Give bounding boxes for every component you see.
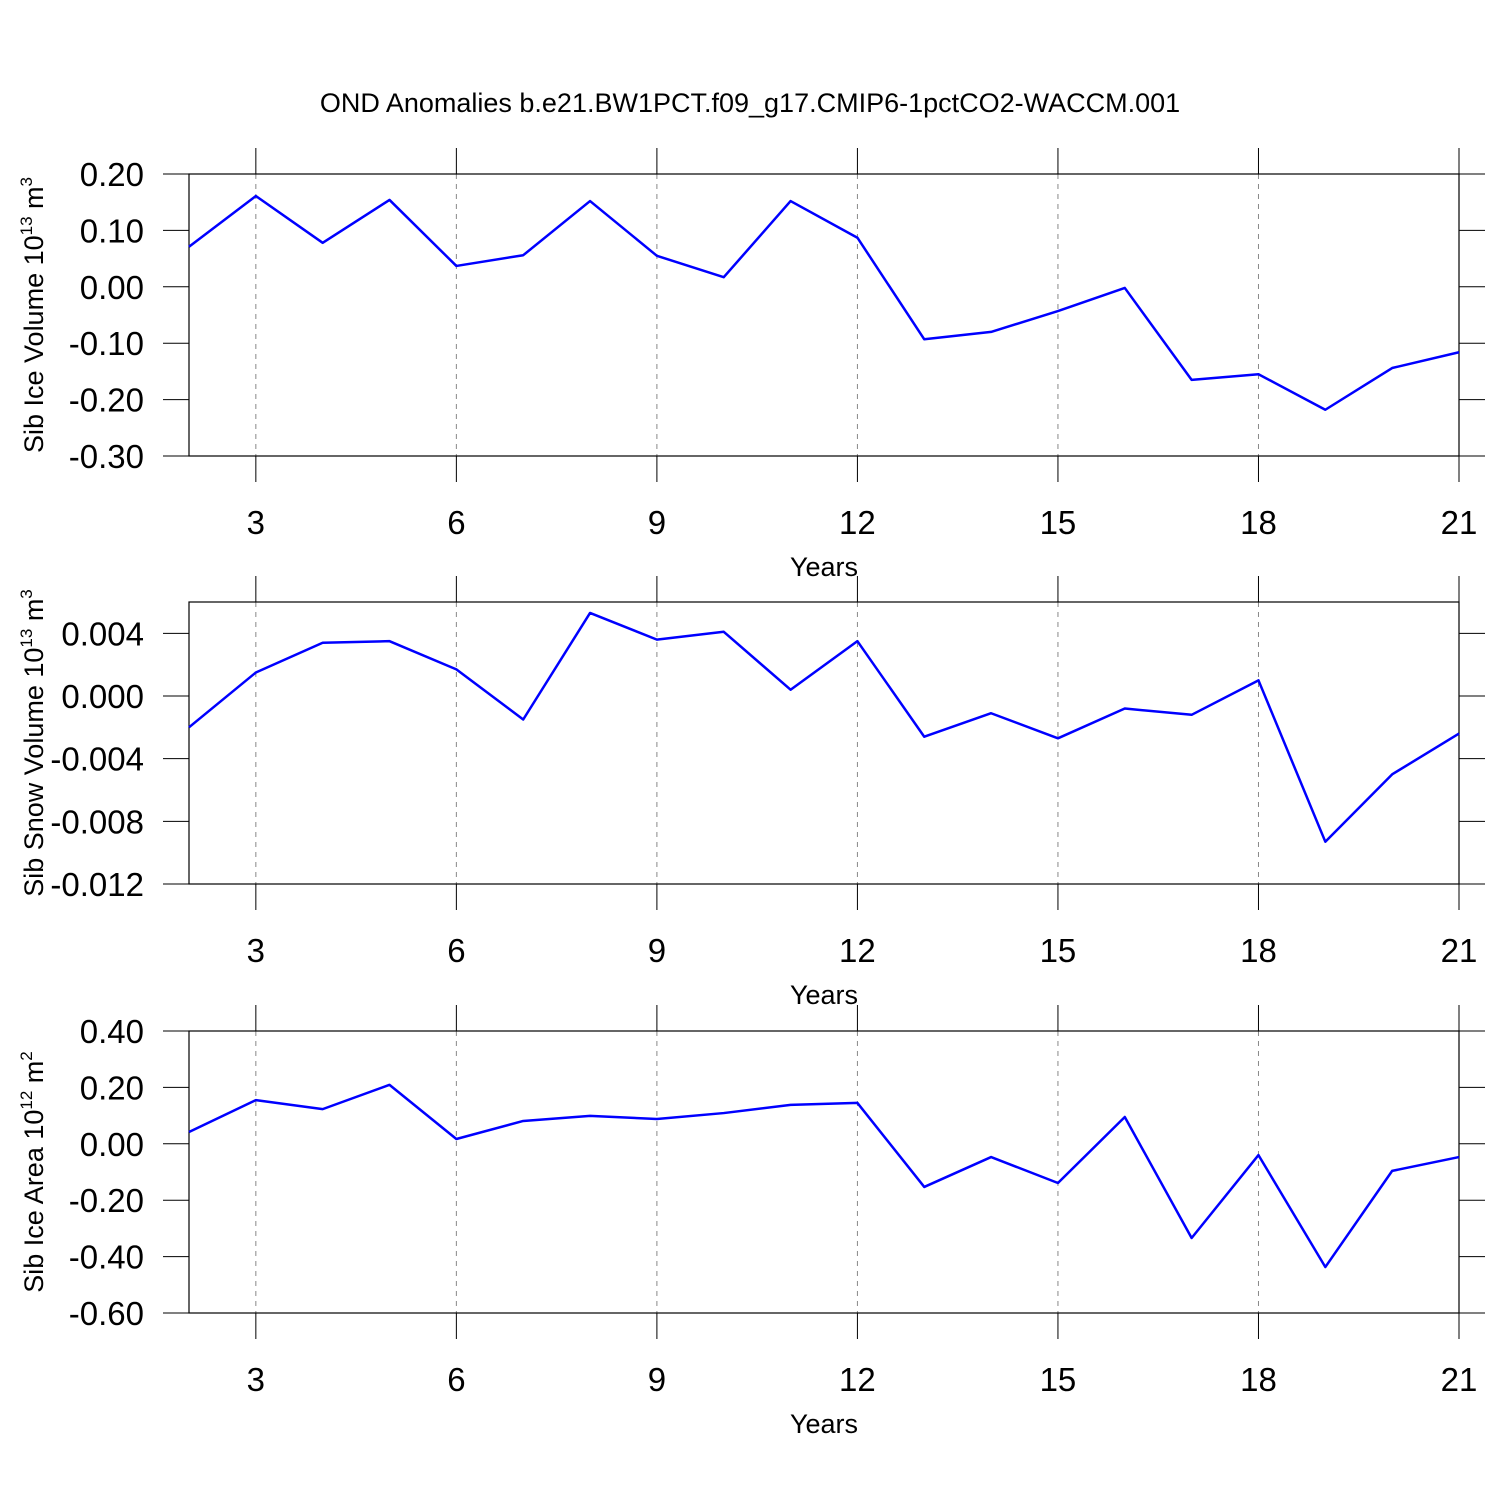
- y-tick-label: 0.00: [80, 1126, 144, 1163]
- chart-title: OND Anomalies b.e21.BW1PCT.f09_g17.CMIP6…: [320, 88, 1180, 118]
- x-tick-label: 21: [1441, 932, 1478, 969]
- y-tick-label: 0.00: [80, 269, 144, 306]
- x-tick-label: 3: [247, 1361, 265, 1398]
- x-tick-label: 3: [247, 932, 265, 969]
- plot-frame: [188, 173, 1460, 457]
- x-axis-label: Years: [790, 552, 858, 582]
- data-line: [188, 194, 1460, 412]
- x-axis-label: Years: [790, 980, 858, 1010]
- y-tick-label: -0.012: [50, 866, 144, 903]
- y-axis-label-part: 13: [17, 216, 36, 235]
- y-tick-label: -0.60: [69, 1295, 144, 1332]
- y-axis-label-part: Sib Ice Volume 10: [19, 235, 49, 453]
- y-axis-label-part: 3: [17, 589, 36, 598]
- x-tick-label: 15: [1040, 1361, 1077, 1398]
- y-tick-label: -0.20: [69, 1182, 144, 1219]
- y-tick-label: -0.10: [69, 325, 144, 362]
- x-tick-label: 15: [1040, 932, 1077, 969]
- x-tick-label: 9: [648, 504, 666, 541]
- y-axis-label-part: m: [19, 599, 49, 629]
- x-tick-label: 18: [1240, 932, 1277, 969]
- y-axis-label: Sib Ice Area 1012 m2: [17, 1051, 49, 1293]
- x-tick-label: 9: [648, 932, 666, 969]
- y-tick-label: -0.20: [69, 382, 144, 419]
- x-tick-label: 21: [1441, 504, 1478, 541]
- y-tick-label: -0.004: [50, 741, 144, 778]
- x-tick-label: 3: [247, 504, 265, 541]
- x-tick-label: 6: [447, 1361, 465, 1398]
- y-tick-label: 0.20: [80, 156, 144, 193]
- y-tick-label: -0.30: [69, 438, 144, 475]
- y-axis-label-part: Sib Ice Area 10: [19, 1110, 49, 1293]
- data-line: [188, 611, 1460, 843]
- y-axis-label-part: Sib Snow Volume 10: [19, 648, 49, 897]
- y-axis-label-part: 12: [17, 1091, 36, 1110]
- x-tick-label: 18: [1240, 1361, 1277, 1398]
- x-tick-label: 6: [447, 932, 465, 969]
- x-axis-label: Years: [790, 1409, 858, 1439]
- y-tick-label: 0.20: [80, 1069, 144, 1106]
- y-axis-label-part: 3: [17, 177, 36, 186]
- x-tick-label: 21: [1441, 1361, 1478, 1398]
- y-tick-label: 0.10: [80, 212, 144, 249]
- x-tick-label: 12: [839, 504, 876, 541]
- y-tick-label: 0.40: [80, 1013, 144, 1050]
- data-line: [188, 1083, 1460, 1269]
- y-axis-label: Sib Ice Volume 1013 m3: [17, 177, 49, 453]
- y-tick-label: 0.000: [61, 678, 144, 715]
- x-tick-label: 12: [839, 1361, 876, 1398]
- x-tick-label: 6: [447, 504, 465, 541]
- x-tick-label: 15: [1040, 504, 1077, 541]
- y-tick-label: -0.40: [69, 1239, 144, 1276]
- y-axis-label-part: 13: [17, 629, 36, 648]
- x-tick-label: 12: [839, 932, 876, 969]
- y-axis-label-part: m: [19, 186, 49, 216]
- y-axis-label: Sib Snow Volume 1013 m3: [17, 589, 49, 897]
- y-axis-label-part: m: [19, 1061, 49, 1091]
- x-tick-label: 9: [648, 1361, 666, 1398]
- x-tick-label: 18: [1240, 504, 1277, 541]
- y-tick-label: -0.008: [50, 803, 144, 840]
- plot-frame: [188, 1030, 1460, 1314]
- plot-frame: [188, 601, 1460, 885]
- y-axis-label-part: 2: [17, 1051, 36, 1060]
- y-tick-label: 0.004: [61, 615, 144, 652]
